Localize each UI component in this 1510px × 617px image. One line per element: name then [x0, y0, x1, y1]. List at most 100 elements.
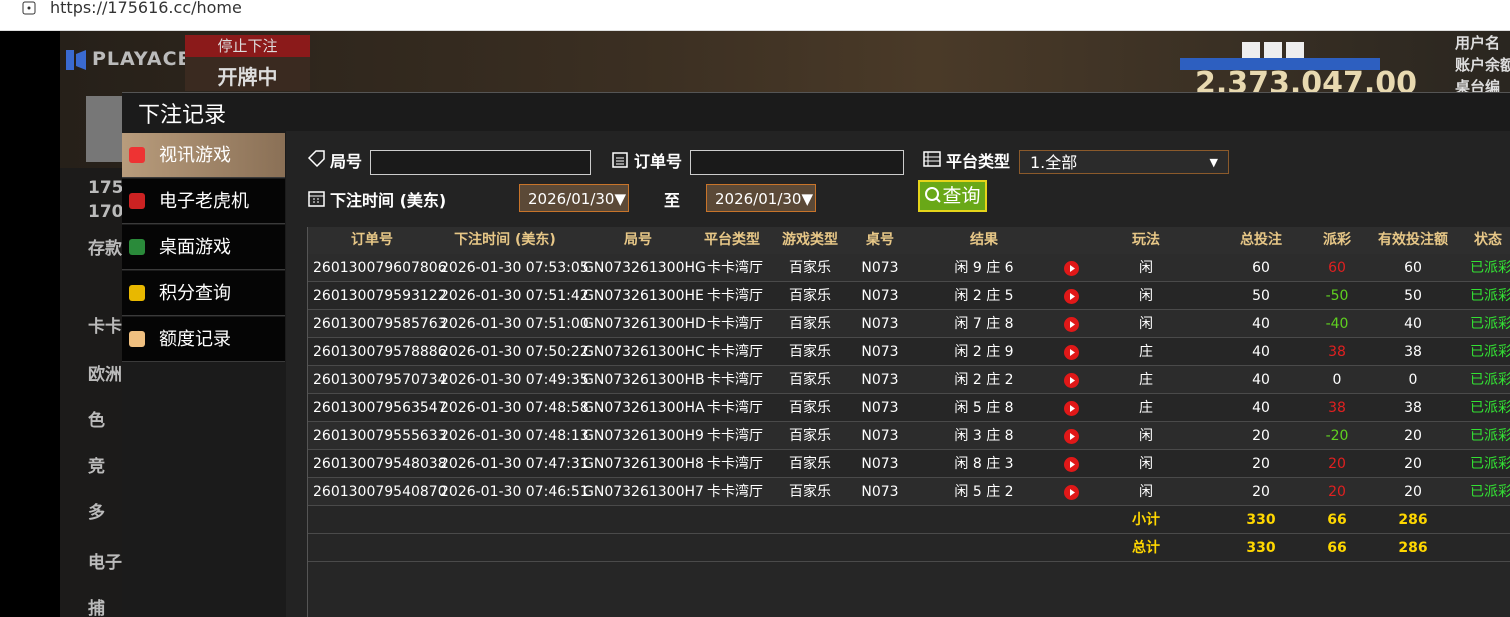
side-item: 欧洲 — [88, 365, 122, 385]
platform-select[interactable]: 1.全部 ▼ — [1019, 150, 1229, 174]
summary-value: 286 — [1398, 540, 1428, 556]
table-cell: 60 — [1252, 260, 1270, 276]
column-header: 状态 — [1474, 232, 1502, 248]
table-cell: 闲 8 庄 3 — [954, 456, 1014, 472]
video-button[interactable] — [1064, 317, 1079, 332]
table-cell: N073 — [861, 400, 899, 416]
video-button[interactable] — [1064, 289, 1079, 304]
table-cell: 闲 — [1139, 484, 1153, 500]
table-cell: N073 — [861, 260, 899, 276]
column-header: 下注时间 (美东) — [454, 232, 556, 248]
table-cell: GN073261300H8 — [583, 456, 704, 472]
list-icon — [923, 151, 941, 167]
column-header: 总投注 — [1240, 232, 1282, 248]
date-to[interactable]: 2026/01/30▼ — [706, 184, 816, 212]
video-button[interactable] — [1064, 457, 1079, 472]
table-cell: 闲 — [1139, 288, 1153, 304]
table-cell: N073 — [861, 428, 899, 444]
url[interactable]: https://175616.cc/home — [50, 0, 242, 17]
table-cell: 260130079607806 — [313, 260, 447, 276]
table-cell: GN073261300H7 — [583, 484, 704, 500]
table-cell: 卡卡湾厅 — [707, 316, 763, 332]
table-cell: 百家乐 — [789, 316, 831, 332]
platform-label: 平台类型 — [946, 152, 1011, 171]
table-cell: 38 — [1404, 344, 1422, 360]
status: 开牌中 — [185, 57, 310, 91]
video-button[interactable] — [1064, 373, 1079, 388]
table-row — [308, 478, 1510, 506]
summary-value: 286 — [1398, 512, 1428, 528]
table-cell: GN073261300HG — [583, 260, 706, 276]
side-item: 多 — [88, 503, 105, 523]
account-label: 用户名 — [1455, 34, 1501, 52]
table-cell: 百家乐 — [789, 456, 831, 472]
menu-item[interactable]: 桌面游戏 — [122, 225, 285, 270]
table-cell: -20 — [1325, 428, 1349, 444]
table-cell: 已派彩 — [1470, 484, 1510, 500]
table-cell: 卡卡湾厅 — [707, 344, 763, 360]
table-cell: N073 — [861, 484, 899, 500]
play-icon — [1070, 265, 1075, 272]
table-cell: 闲 3 庄 8 — [954, 428, 1014, 444]
table-cell: GN073261300HB — [583, 372, 705, 388]
table-cell: 60 — [1328, 260, 1346, 276]
table-cell: N073 — [861, 288, 899, 304]
table-cell: GN073261300HC — [583, 344, 705, 360]
tag-icon — [307, 150, 325, 167]
summary-value: 330 — [1246, 512, 1276, 528]
table-cell: 2026-01-30 07:51:00 — [440, 316, 589, 332]
video-button[interactable] — [1064, 345, 1079, 360]
summary-label: 小计 — [1132, 512, 1160, 528]
side-item: 卡卡 — [88, 317, 122, 337]
menu-icon — [129, 285, 145, 301]
table-cell: 50 — [1252, 288, 1270, 304]
table-cell: 已派彩 — [1470, 372, 1510, 388]
menu-item[interactable]: 额度记录 — [122, 317, 285, 362]
round-label: 局号 — [330, 152, 363, 171]
table-cell: GN073261300H9 — [583, 428, 704, 444]
table-cell: 2026-01-30 07:51:42 — [440, 288, 589, 304]
table-row — [308, 254, 1510, 282]
column-header: 桌号 — [866, 232, 894, 248]
column-header: 订单号 — [351, 232, 393, 248]
table-cell: 百家乐 — [789, 428, 831, 444]
side-item: 色 — [88, 411, 105, 431]
summary-value: 66 — [1327, 540, 1347, 556]
to-label: 至 — [664, 191, 681, 210]
column-header: 平台类型 — [704, 232, 760, 248]
table-cell: 闲 2 庄 5 — [954, 288, 1014, 304]
table-cell: 卡卡湾厅 — [707, 428, 763, 444]
search-button[interactable]: 查询 — [918, 180, 987, 212]
date-from[interactable]: 2026/01/30▼ — [519, 184, 629, 212]
page-icon — [22, 1, 36, 15]
play-icon — [1070, 433, 1075, 440]
menu-item[interactable]: 电子老虎机 — [122, 179, 285, 224]
table-cell: 50 — [1404, 288, 1422, 304]
video-button[interactable] — [1064, 261, 1079, 276]
summary-value: 66 — [1327, 512, 1347, 528]
table-row — [308, 394, 1510, 422]
calendar-icon — [308, 191, 325, 207]
table-cell: GN073261300HD — [583, 316, 706, 332]
order-input[interactable] — [690, 150, 904, 175]
menu-item[interactable]: 积分查询 — [122, 271, 285, 316]
table-cell: 2026-01-30 07:50:22 — [440, 344, 589, 360]
video-button[interactable] — [1064, 485, 1079, 500]
banner — [1180, 58, 1380, 70]
menu-icon — [129, 331, 145, 347]
round-input[interactable] — [370, 150, 591, 175]
table-cell: 已派彩 — [1470, 316, 1510, 332]
table-cell: 20 — [1252, 484, 1270, 500]
table-cell: 260130079578886 — [313, 344, 447, 360]
video-button[interactable] — [1064, 429, 1079, 444]
video-button[interactable] — [1064, 401, 1079, 416]
table-cell: 40 — [1252, 316, 1270, 332]
table-cell: 卡卡湾厅 — [707, 260, 763, 276]
side-item: 存款 — [88, 239, 122, 259]
side-item: 捕 — [88, 599, 105, 617]
account-label: 账户余额 — [1455, 56, 1510, 74]
menu-icon — [129, 239, 145, 255]
menu-item[interactable]: 视讯游戏 — [122, 133, 285, 178]
table-cell: 卡卡湾厅 — [707, 372, 763, 388]
table-cell: 0 — [1408, 372, 1418, 388]
